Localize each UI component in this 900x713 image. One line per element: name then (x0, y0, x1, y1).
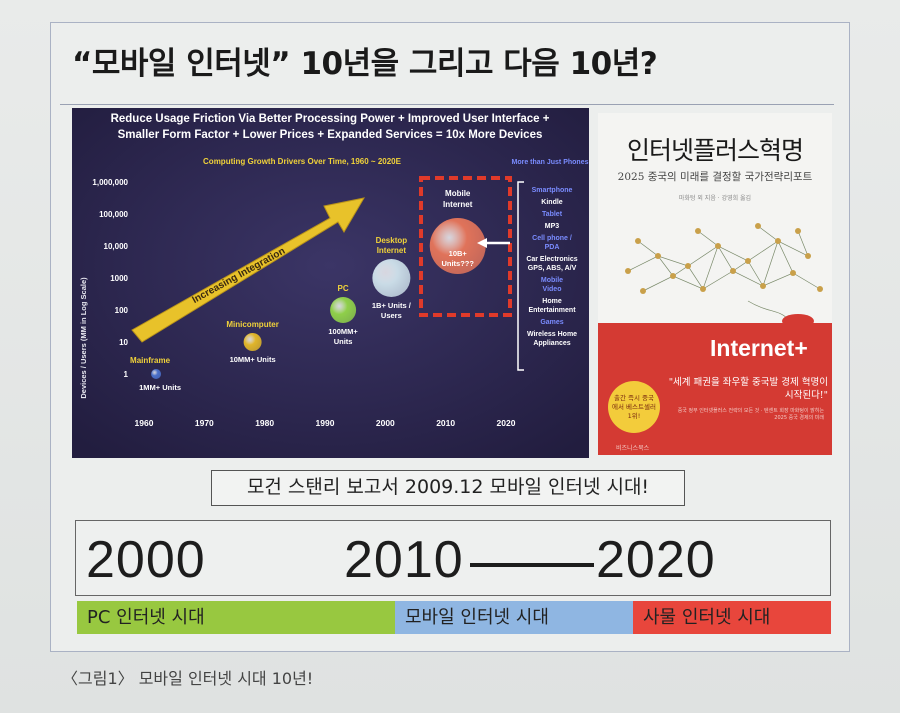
book-cover: 인터넷플러스혁명 2025 중국의 미래를 결정할 국가전략리포트 마화텅 외 … (598, 113, 832, 455)
point-mobile-internet (429, 218, 486, 274)
figure-caption: 〈그림1〉 모바일 인터넷 시대 10년! (62, 669, 314, 688)
point-value-label: 10B+ (449, 249, 468, 258)
chart-svg: Reduce Usage Friction Via Better Process… (72, 108, 589, 458)
x-tick-label: 1990 (316, 418, 335, 428)
book-authors: 마화텅 외 지음 · 강영희 옮김 (678, 195, 752, 202)
mobile-highlight-box (419, 176, 512, 317)
era-pc-internet: PC 인터넷 시대 (77, 601, 395, 634)
point-value-label: 10MM+ Units (230, 355, 276, 364)
era-iot: 사물 인터넷 시대 (633, 601, 831, 634)
point-name-label: Internet (377, 246, 407, 255)
book-logo: Internet+ (710, 335, 808, 361)
x-tick-label: 2020 (497, 418, 516, 428)
device-list-item: GPS, ABS, A/V (528, 265, 577, 272)
x-tick-label: 1960 (135, 418, 154, 428)
point-pc (330, 297, 357, 323)
point-value-label: 1MM+ Units (139, 383, 181, 392)
device-list-item: Mobile (541, 277, 563, 284)
y-tick-label: 1,000,000 (92, 178, 128, 187)
computing-growth-chart: Reduce Usage Friction Via Better Process… (72, 108, 589, 458)
chart-header-line2: Smaller Form Factor + Lower Prices + Exp… (118, 129, 543, 141)
device-list-item: Appliances (533, 340, 570, 347)
point-value-label: Units??? (441, 259, 474, 268)
report-caption: 모건 스탠리 보고서 2009.12 모바일 인터넷 시대! (211, 470, 685, 506)
device-list-item: Games (540, 319, 563, 326)
point-name-label: PC (338, 284, 349, 293)
device-list-item: PDA (545, 244, 560, 251)
point-value-label: 100MM+ (328, 327, 358, 336)
year-2000: 2000 (86, 531, 206, 589)
point-desktop-internet (372, 259, 411, 297)
year-connector-line (470, 563, 594, 567)
point-minicomputer (243, 333, 262, 351)
point-name-label: Mobile (445, 189, 471, 198)
point-value-label: 1B+ Units / (372, 301, 412, 310)
timeline-box (75, 520, 831, 596)
chart-points: Mainframe 1MM+ Units Minicomputer 10MM+ Uni… (130, 189, 486, 392)
device-list-item: Home (542, 298, 562, 305)
device-list-item: Kindle (541, 199, 562, 206)
device-list-item: Wireless Home (527, 331, 577, 338)
y-tick-label: 100 (115, 306, 129, 315)
chart-ylabel: Devices / Users (MM in Log Scale) (79, 277, 88, 399)
chart-header-line1: Reduce Usage Friction Via Better Process… (111, 113, 550, 125)
device-list-item: Video (543, 286, 562, 293)
bestseller-badge: 출간 즉시 중국에서 베스트셀러 1위! (608, 381, 660, 433)
device-list-item: MP3 (545, 223, 560, 230)
book-subtitle: 2025 중국의 미래를 결정할 국가전략리포트 (617, 171, 813, 183)
year-2020: 2020 (596, 531, 716, 589)
network-illustration (625, 223, 823, 328)
device-list-header: More than Just Phones (511, 159, 588, 166)
x-tick-label: 2010 (436, 418, 455, 428)
y-tick-label: 1 (124, 370, 129, 379)
page-title: “모바일 인터넷” 10년을 그리고 다음 10년? (72, 46, 658, 82)
y-tick-label: 10 (119, 338, 128, 347)
device-list-item: Entertainment (528, 307, 576, 314)
y-tick-label: 10,000 (104, 242, 129, 251)
book-publisher: 비즈니스북스 (616, 445, 650, 452)
point-name-label: Desktop (376, 236, 408, 245)
chart-axes: 1 10 100 1000 10,000 100,000 1,000,000 1960 1970… (92, 178, 515, 428)
point-value-label: Users (381, 311, 402, 320)
pointer-arrow-head (477, 238, 487, 248)
x-tick-label: 1980 (255, 418, 274, 428)
device-list-item: Car Electronics (526, 256, 577, 263)
chart-background (72, 108, 589, 458)
device-list-item: Tablet (542, 211, 563, 218)
book-quote: "세계 패권을 좌우할 중국발 경제 혁명이 시작된다!" (668, 377, 828, 401)
point-name-label: Minicomputer (226, 320, 278, 329)
title-divider (60, 104, 834, 105)
chart-subtitle: Computing Growth Drivers Over Time, 1960… (203, 157, 402, 166)
point-name-label: Internet (443, 200, 473, 209)
book-fine-print: 중국 정부 인터넷플러스 전략의 모든 것 · 텐센트 회장 마화텅이 밝히는 … (677, 408, 824, 421)
x-tick-label: 2000 (376, 418, 395, 428)
device-list: More than Just Phones Smartphone Kindle Tab… (511, 159, 588, 347)
y-tick-label: 1000 (110, 274, 128, 283)
integration-arrow-shape (131, 197, 365, 343)
device-list-item: Cell phone / (532, 235, 572, 242)
side-bracket (517, 181, 524, 371)
era-mobile-internet: 모바일 인터넷 시대 (395, 601, 633, 634)
year-2010: 2010 (344, 531, 464, 589)
point-name-label: Mainframe (130, 356, 171, 365)
point-value-label: Units (334, 337, 353, 346)
x-tick-label: 1970 (195, 418, 214, 428)
device-list-item: Smartphone (532, 187, 573, 194)
y-tick-label: 100,000 (99, 210, 128, 219)
point-mainframe (151, 369, 162, 379)
book-title: 인터넷플러스혁명 (626, 136, 804, 165)
